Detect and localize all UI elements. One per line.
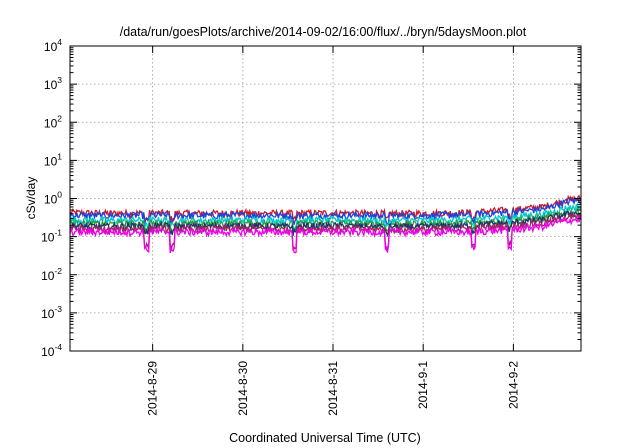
x-tick-label: 2014-8-29 (146, 361, 160, 416)
y-axis: 10-4 10-3 10-2 10-1 100 101 102 103 104 (41, 37, 581, 359)
series-layer (69, 194, 582, 254)
series-line (69, 196, 581, 227)
y-tick-label: 10-2 (41, 266, 62, 283)
y-tick-label: 104 (44, 37, 62, 54)
y-axis-label: cSv/day (24, 177, 38, 220)
y-tick-label: 102 (44, 113, 62, 130)
y-tick-label: 101 (44, 151, 62, 168)
y-tick-label: 10-1 (41, 228, 62, 245)
x-tick-label: 2014-8-31 (326, 361, 340, 416)
x-axis: 2014-8-29 2014-8-30 2014-8-31 2014-9-1 2014-… (146, 46, 520, 416)
x-tick-label: 2014-8-30 (236, 361, 250, 416)
x-tick-label: 2014-9-1 (416, 361, 430, 409)
chart-title: /data/run/goesPlots/archive/2014-09-02/1… (120, 25, 527, 39)
x-tick-label: 2014-9-2 (506, 361, 520, 409)
series-line (69, 210, 582, 238)
series-line (69, 214, 582, 254)
series-line (69, 203, 582, 232)
y-tick-label: 10-4 (41, 342, 62, 359)
y-tick-label: 10-3 (41, 304, 62, 321)
grid (70, 46, 581, 351)
x-axis-label: Coordinated Universal Time (UTC) (229, 431, 421, 445)
y-tick-label: 100 (44, 190, 62, 207)
y-tick-label: 103 (44, 75, 62, 92)
